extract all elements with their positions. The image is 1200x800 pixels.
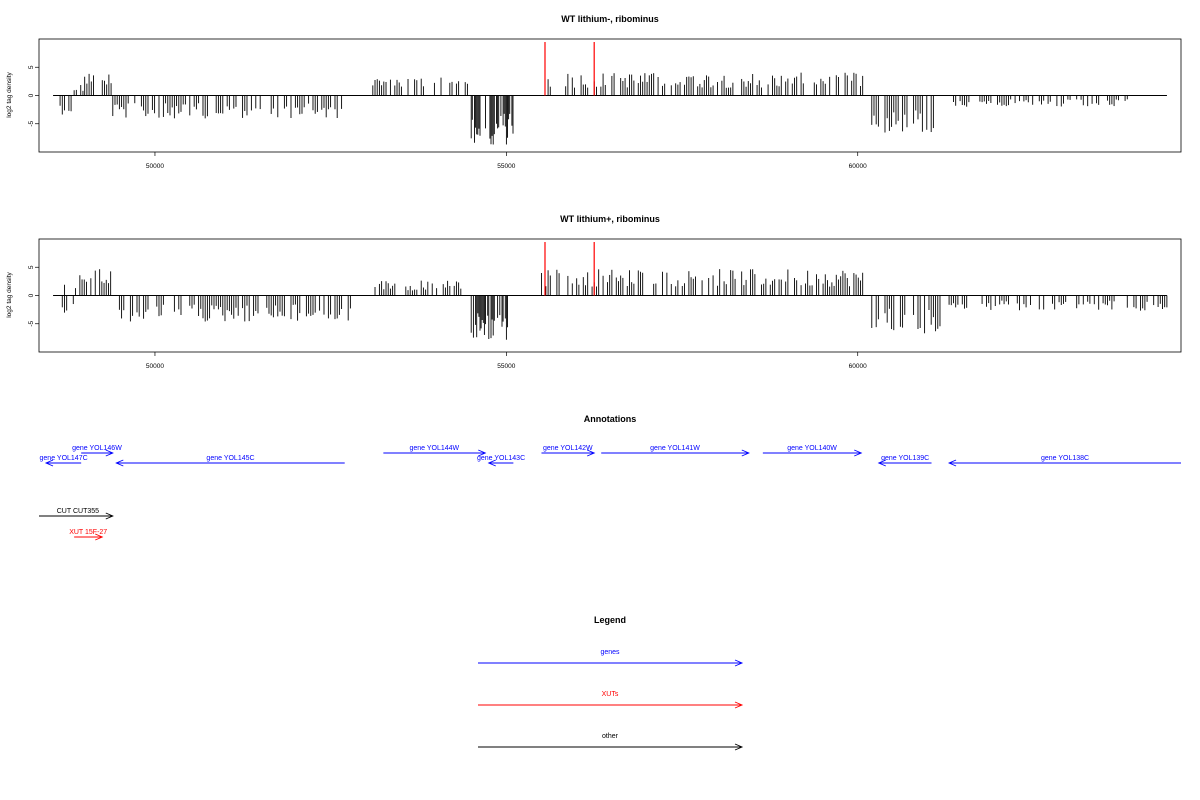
gene-arrow-head bbox=[947, 459, 957, 467]
xut-arrow-head bbox=[95, 533, 104, 541]
gene-arrow-head bbox=[487, 459, 496, 467]
gene-arrow-head bbox=[741, 449, 750, 457]
other-label: CUT CUT355 bbox=[57, 508, 99, 515]
axes-group: 5 0 -5 50000 55000 60000 bbox=[28, 65, 867, 170]
gene-arrow-head bbox=[115, 459, 124, 467]
legend-items: genes XUTs other bbox=[478, 649, 744, 751]
legend-arrow-head bbox=[734, 659, 744, 667]
gene-arrow-head bbox=[854, 449, 863, 457]
gene-label: gene YOL147C bbox=[40, 455, 88, 462]
annotations-title: Annotations bbox=[584, 414, 637, 424]
gene-label: gene YOL141W bbox=[650, 445, 700, 452]
gene-label: gene YOL140W bbox=[787, 445, 837, 452]
x-tick-label: 55000 bbox=[497, 363, 515, 370]
legend-arrow-head bbox=[734, 701, 744, 709]
gene-label: gene YOL144W bbox=[409, 445, 459, 452]
y-tick-label: 0 bbox=[28, 293, 35, 297]
gene-label: gene YOL146W bbox=[72, 445, 122, 452]
xut-label: XUT 15F-27 bbox=[69, 529, 107, 536]
bars-group bbox=[53, 42, 1167, 145]
gene-label: gene YOL143C bbox=[477, 455, 525, 462]
panel-title: WT lithium-, ribominus bbox=[561, 14, 659, 24]
axes-group: 5 0 -5 50000 55000 60000 bbox=[28, 265, 867, 370]
x-tick-label: 50000 bbox=[146, 163, 164, 170]
x-tick-label: 60000 bbox=[849, 363, 867, 370]
y-tick-label: 5 bbox=[28, 65, 35, 69]
x-tick-label: 50000 bbox=[146, 363, 164, 370]
gene-arrow-head bbox=[44, 459, 54, 467]
legend-label: XUTs bbox=[602, 691, 619, 698]
bars-group bbox=[53, 242, 1168, 340]
x-tick-label: 55000 bbox=[497, 163, 515, 170]
panel-lithium-plus: WT lithium+, ribominus log2 tag density … bbox=[6, 214, 1182, 370]
legend-label: other bbox=[602, 733, 619, 740]
y-tick-label: -5 bbox=[28, 320, 35, 326]
gene-arrow-head bbox=[478, 449, 487, 457]
y-axis-label: log2 tag density bbox=[6, 71, 13, 117]
x-tick-label: 60000 bbox=[849, 163, 867, 170]
panel-lithium-minus: WT lithium-, ribominus log2 tag density … bbox=[6, 14, 1182, 170]
annotation-features: gene YOL147C gene YOL146W gene YOL145C gene… bbox=[39, 445, 1181, 541]
panel-title: WT lithium+, ribominus bbox=[560, 214, 660, 224]
y-tick-label: 0 bbox=[28, 93, 35, 97]
y-tick-label: -5 bbox=[28, 120, 35, 126]
y-axis-label: log2 tag density bbox=[6, 271, 13, 317]
gene-label: gene YOL145C bbox=[206, 455, 254, 462]
other-arrow-head bbox=[105, 512, 114, 520]
y-tick-label: 5 bbox=[28, 265, 35, 269]
legend-title: Legend bbox=[594, 615, 626, 625]
gene-label: gene YOL138C bbox=[1041, 455, 1089, 462]
gene-arrow-head bbox=[877, 459, 886, 467]
gene-label: gene YOL139C bbox=[881, 455, 929, 462]
legend-arrow-head bbox=[734, 743, 744, 751]
gene-label: gene YOL142W bbox=[543, 445, 593, 452]
gene-arrow-head bbox=[587, 449, 596, 457]
legend-panel: Legend genes XUTs other bbox=[478, 615, 744, 751]
gene-arrow-head bbox=[105, 449, 114, 457]
legend-label: genes bbox=[600, 649, 620, 656]
